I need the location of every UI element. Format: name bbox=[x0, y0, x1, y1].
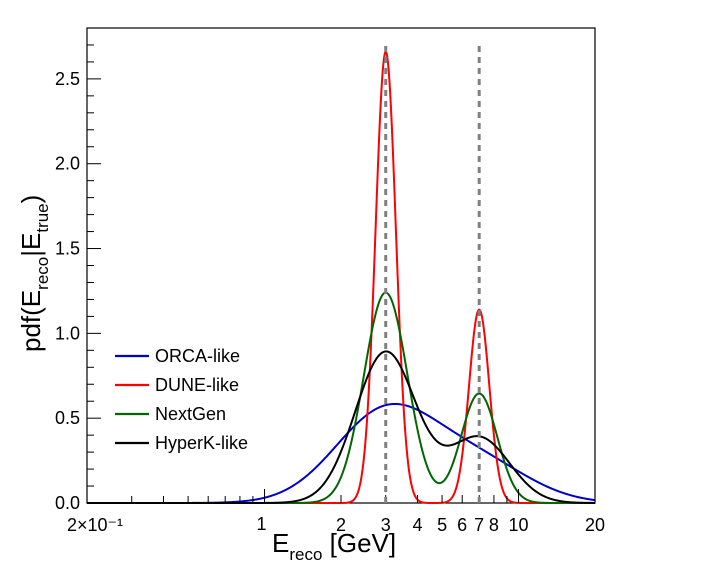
legend-label-dune: DUNE-like bbox=[155, 375, 239, 395]
x-tick-label: 3 bbox=[381, 515, 391, 535]
y-tick-label: 2.5 bbox=[55, 69, 80, 89]
y-tick-label: 0.0 bbox=[55, 493, 80, 513]
x-axis-title: Ereco [GeV] bbox=[272, 528, 396, 564]
legend-label-nextgen: NextGen bbox=[155, 404, 226, 424]
x-axis-title-sub: reco bbox=[289, 545, 322, 564]
x-tick-label: 20 bbox=[585, 515, 605, 535]
x-tick-label: 2 bbox=[336, 515, 346, 535]
x-tick-label: 6 bbox=[457, 515, 467, 535]
legend-label-orca: ORCA-like bbox=[155, 346, 240, 366]
x-tick-label: 10 bbox=[509, 515, 529, 535]
x-tick-label: 4 bbox=[412, 515, 422, 535]
legend: ORCA-like DUNE-like NextGen HyperK-like bbox=[115, 346, 248, 453]
y-tick-label: 1.0 bbox=[55, 323, 80, 343]
y-ticks: 0.0 0.5 1.0 1.5 2.0 2.5 bbox=[55, 27, 101, 513]
y-tick-label: 0.5 bbox=[55, 408, 80, 428]
x-tick-label: 8 bbox=[489, 515, 499, 535]
x-tick-label: 1 bbox=[257, 514, 267, 534]
x-tick-label: 5 bbox=[437, 515, 447, 535]
y-axis-title-sub2: true bbox=[33, 203, 52, 232]
y-axis-title-mid: |E bbox=[16, 233, 46, 257]
series-line-hyperk-like bbox=[86, 350, 596, 504]
x-tick-label: 2×10⁻¹ bbox=[67, 515, 123, 535]
x-tick-label: 7 bbox=[474, 515, 484, 535]
x-axis-title-main: E bbox=[272, 528, 289, 558]
legend-label-hyperk: HyperK-like bbox=[155, 433, 248, 453]
series-curves bbox=[86, 50, 596, 504]
x-axis-title-unit: [GeV] bbox=[322, 528, 396, 558]
y-tick-label: 1.5 bbox=[55, 239, 80, 259]
y-axis-title-post: ) bbox=[16, 195, 46, 204]
x-ticks: 2×10⁻¹ 1 2 3 4 5 6 7 8 10 20 bbox=[67, 489, 605, 535]
y-axis-title-pre: pdf(E bbox=[16, 290, 46, 352]
y-axis-title: pdf(Ereco|Etrue) bbox=[16, 195, 52, 352]
y-axis-title-sub1: reco bbox=[33, 257, 52, 290]
y-tick-label: 2.0 bbox=[55, 154, 80, 174]
